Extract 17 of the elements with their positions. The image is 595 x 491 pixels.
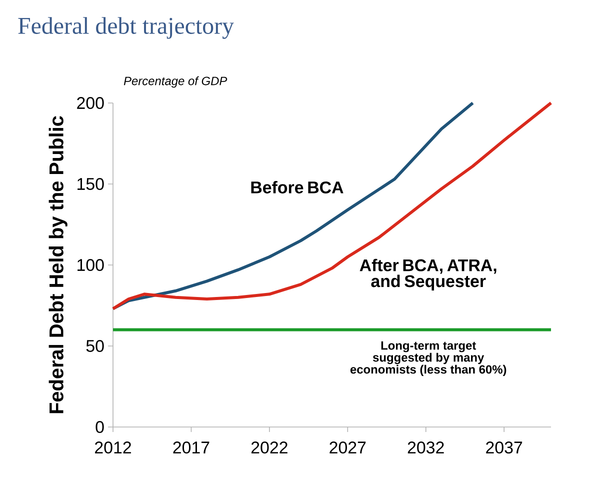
x-tick-label: 2027 xyxy=(330,442,366,454)
series-label: After BCA, ATRA, and Sequester xyxy=(360,258,496,291)
series-label: Before BCA xyxy=(251,181,344,194)
chart-subtitle: Percentage of GDP xyxy=(124,76,228,88)
y-tick-label: 0 xyxy=(96,420,104,433)
y-tick-label: 200 xyxy=(77,96,104,109)
y-axis-title: Federal Debt Held by the Public xyxy=(48,116,68,414)
x-tick-label: 2022 xyxy=(251,442,288,454)
x-tick-label: 2037 xyxy=(486,442,522,454)
x-tick-label: 2017 xyxy=(173,442,210,454)
ref-line-label: Long-term target suggested by many economists (less than 60%) xyxy=(350,341,506,376)
x-tick-label: 2032 xyxy=(408,442,444,454)
y-tick-label: 150 xyxy=(78,178,104,190)
x-tick-label: 2012 xyxy=(95,442,131,454)
chart-title: Federal debt trajectory xyxy=(18,17,234,39)
y-tick-label: 50 xyxy=(86,340,104,352)
y-tick-label: 100 xyxy=(78,258,104,271)
